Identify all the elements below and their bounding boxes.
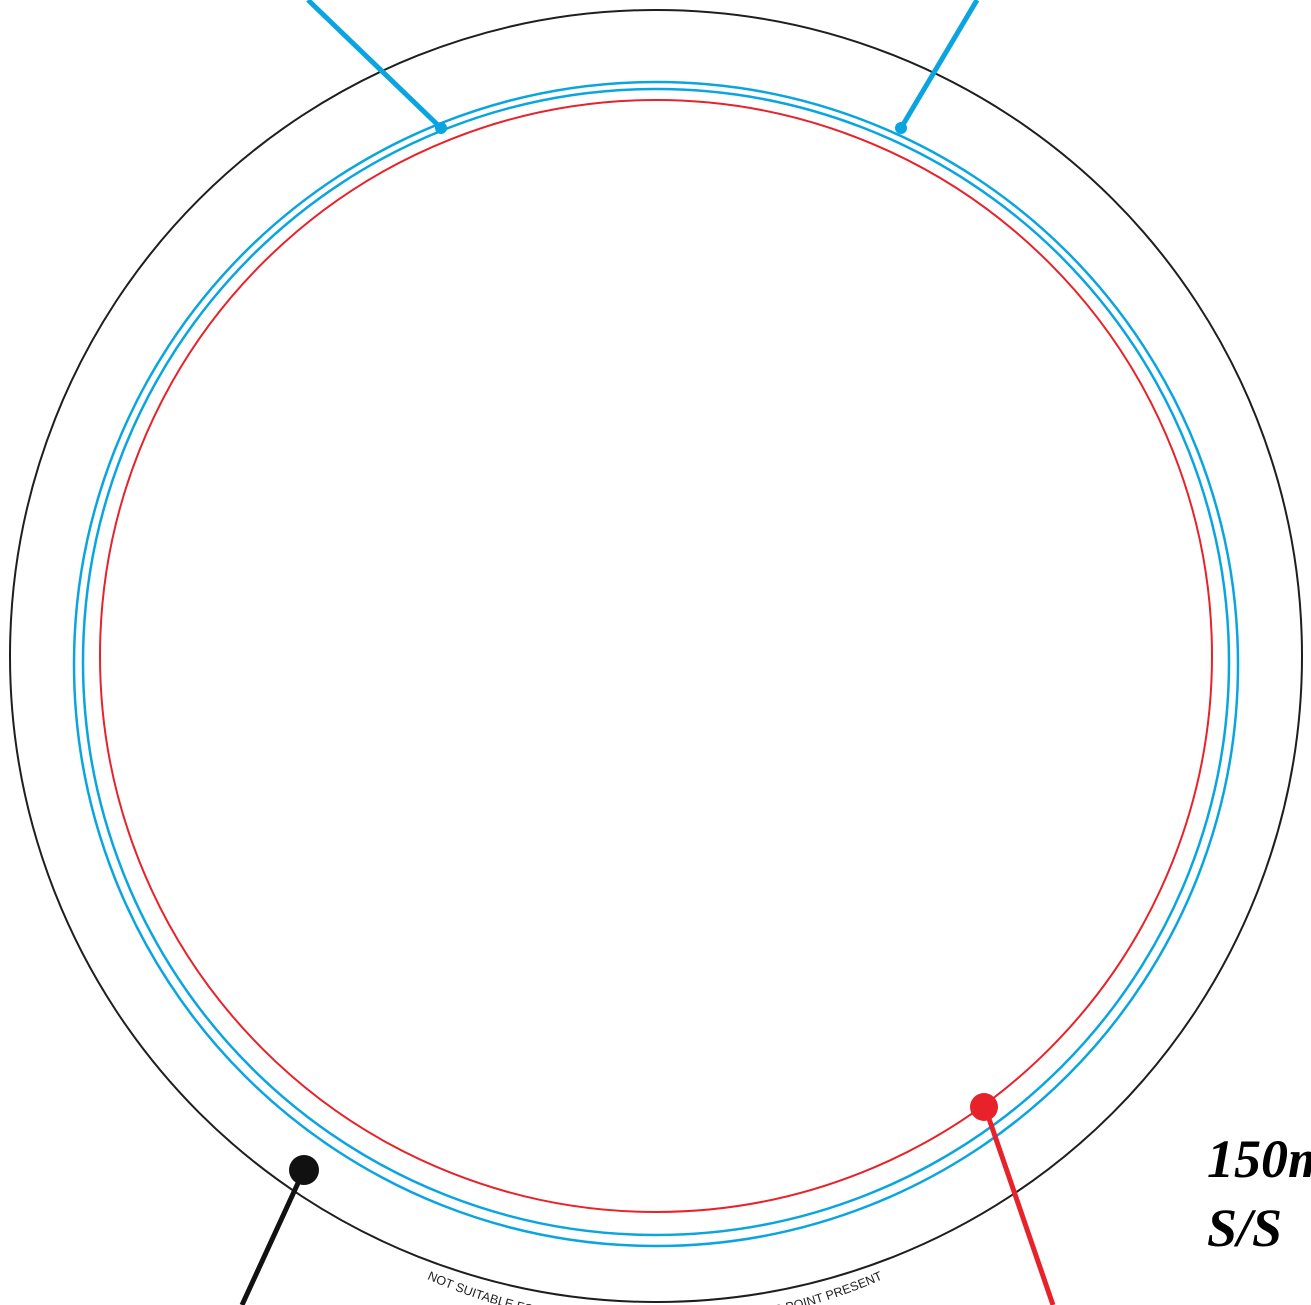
blue-leader-dot-right	[895, 122, 907, 134]
size-label-line1: 150mm	[1207, 1129, 1311, 1189]
red-leader-line	[982, 1106, 1056, 1305]
print-area-outer-circle	[72, 80, 1240, 1248]
blue-leader-dot-left	[435, 122, 447, 134]
red-leader-dot	[970, 1093, 998, 1121]
print-area-inner-circle	[81, 87, 1231, 1237]
black-leader-line	[239, 1168, 307, 1305]
warning-text: NOT SUITABLE FOR CHILDREN UNDER 36 MONTH…	[426, 1269, 885, 1305]
blue-leader-line-right	[898, 0, 980, 130]
outer-edge-circle	[9, 9, 1303, 1303]
size-label-line2: S/S	[1207, 1198, 1282, 1258]
safe-area-circle	[99, 99, 1213, 1213]
black-leader-dot	[289, 1155, 319, 1185]
blue-leader-line-left	[306, 0, 443, 130]
warning-text-path: NOT SUITABLE FOR CHILDREN UNDER 36 MONTH…	[426, 1269, 885, 1305]
